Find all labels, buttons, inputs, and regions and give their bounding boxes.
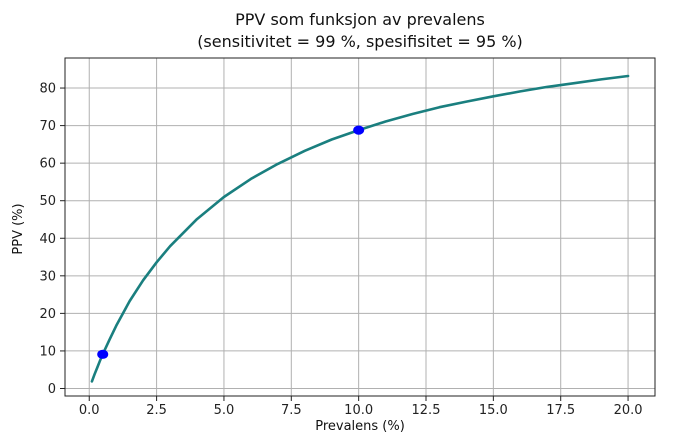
- y-tick-label: 40: [39, 232, 56, 247]
- points-layer: [97, 125, 365, 359]
- x-tick-label: 20.0: [614, 403, 643, 418]
- ppv-curve: [90, 74, 630, 383]
- x-tick-label: 15.0: [479, 403, 508, 418]
- plot-frame: [64, 57, 656, 397]
- y-axis-label: PPV (%): [11, 203, 26, 254]
- chart-subtitle: (sensitivitet = 99 %, spesifisitet = 95 …: [197, 32, 523, 51]
- y-tick-label: 60: [39, 157, 56, 172]
- chart-title: PPV som funksjon av prevalens: [235, 10, 485, 29]
- y-tick-label: 0: [48, 382, 56, 397]
- x-tick-label: 2.5: [146, 403, 167, 418]
- y-axis-ticks: 0 10 20 30 40 50 60 70 80: [39, 82, 65, 397]
- y-tick-label: 80: [39, 82, 56, 97]
- x-tick-label: 5.0: [214, 403, 235, 418]
- series-layer: [90, 74, 630, 383]
- highlight-point: [97, 349, 109, 359]
- x-tick-label: 17.5: [546, 403, 575, 418]
- y-tick-label: 30: [39, 269, 56, 284]
- x-axis-label: Prevalens (%): [315, 419, 405, 434]
- highlight-point: [353, 125, 365, 135]
- x-tick-label: 12.5: [412, 403, 441, 418]
- grid: [65, 58, 655, 396]
- x-tick-label: 0.0: [79, 403, 100, 418]
- y-tick-label: 10: [39, 344, 56, 359]
- x-axis-ticks: 0.0 2.5 5.0 7.5 10.0 12.5 15.0 17.5 20.0: [79, 396, 643, 418]
- x-tick-label: 7.5: [281, 403, 302, 418]
- y-tick-label: 20: [39, 307, 56, 322]
- y-tick-label: 70: [39, 119, 56, 134]
- x-tick-label: 10.0: [344, 403, 373, 418]
- y-tick-label: 50: [39, 194, 56, 209]
